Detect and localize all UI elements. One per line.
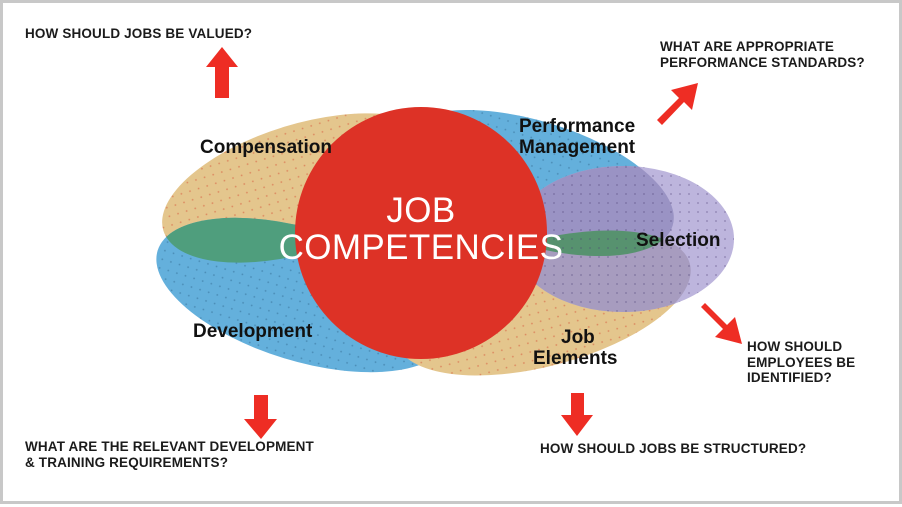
arrow-downright-selection: [701, 303, 742, 344]
lobe-label-selection: Selection: [636, 230, 720, 251]
lobe-label-job-elements-line2: Elements: [533, 348, 617, 369]
center-label-line2: COMPETENCIES: [279, 228, 564, 267]
arrow-down-job-elements: [561, 393, 593, 436]
callout-how-should-jobs-structured: HOW SHOULD JOBS BE STRUCTURED?: [540, 441, 807, 456]
lobe-label-development: Development: [193, 321, 313, 342]
lobe-label-performance-management-line2: Management: [519, 137, 636, 158]
center-circle-job-competencies[interactable]: [295, 107, 547, 359]
callout-performance-standards: WHAT ARE APPROPRIATE PERFORMANCE STANDAR…: [660, 39, 865, 70]
center-label-line1: JOB: [386, 191, 455, 230]
lobe-label-job-elements-line1: Job: [561, 327, 595, 348]
arrow-down-development: [244, 395, 277, 439]
arrow-up-compensation: [206, 47, 238, 98]
lobe-label-performance-management-line1: Performance: [519, 116, 635, 137]
callout-development-requirements: WHAT ARE THE RELEVANT DEVELOPMENT & TRAI…: [25, 439, 314, 470]
callout-how-employees-identified: HOW SHOULD EMPLOYEES BE IDENTIFIED?: [747, 339, 856, 386]
callout-how-should-jobs-be-valued: HOW SHOULD JOBS BE VALUED?: [25, 26, 253, 41]
lobe-label-compensation: Compensation: [200, 137, 332, 158]
venn-diagram: Compensation Performance Management Deve…: [156, 47, 742, 439]
arrow-upright-performance: [657, 83, 698, 125]
